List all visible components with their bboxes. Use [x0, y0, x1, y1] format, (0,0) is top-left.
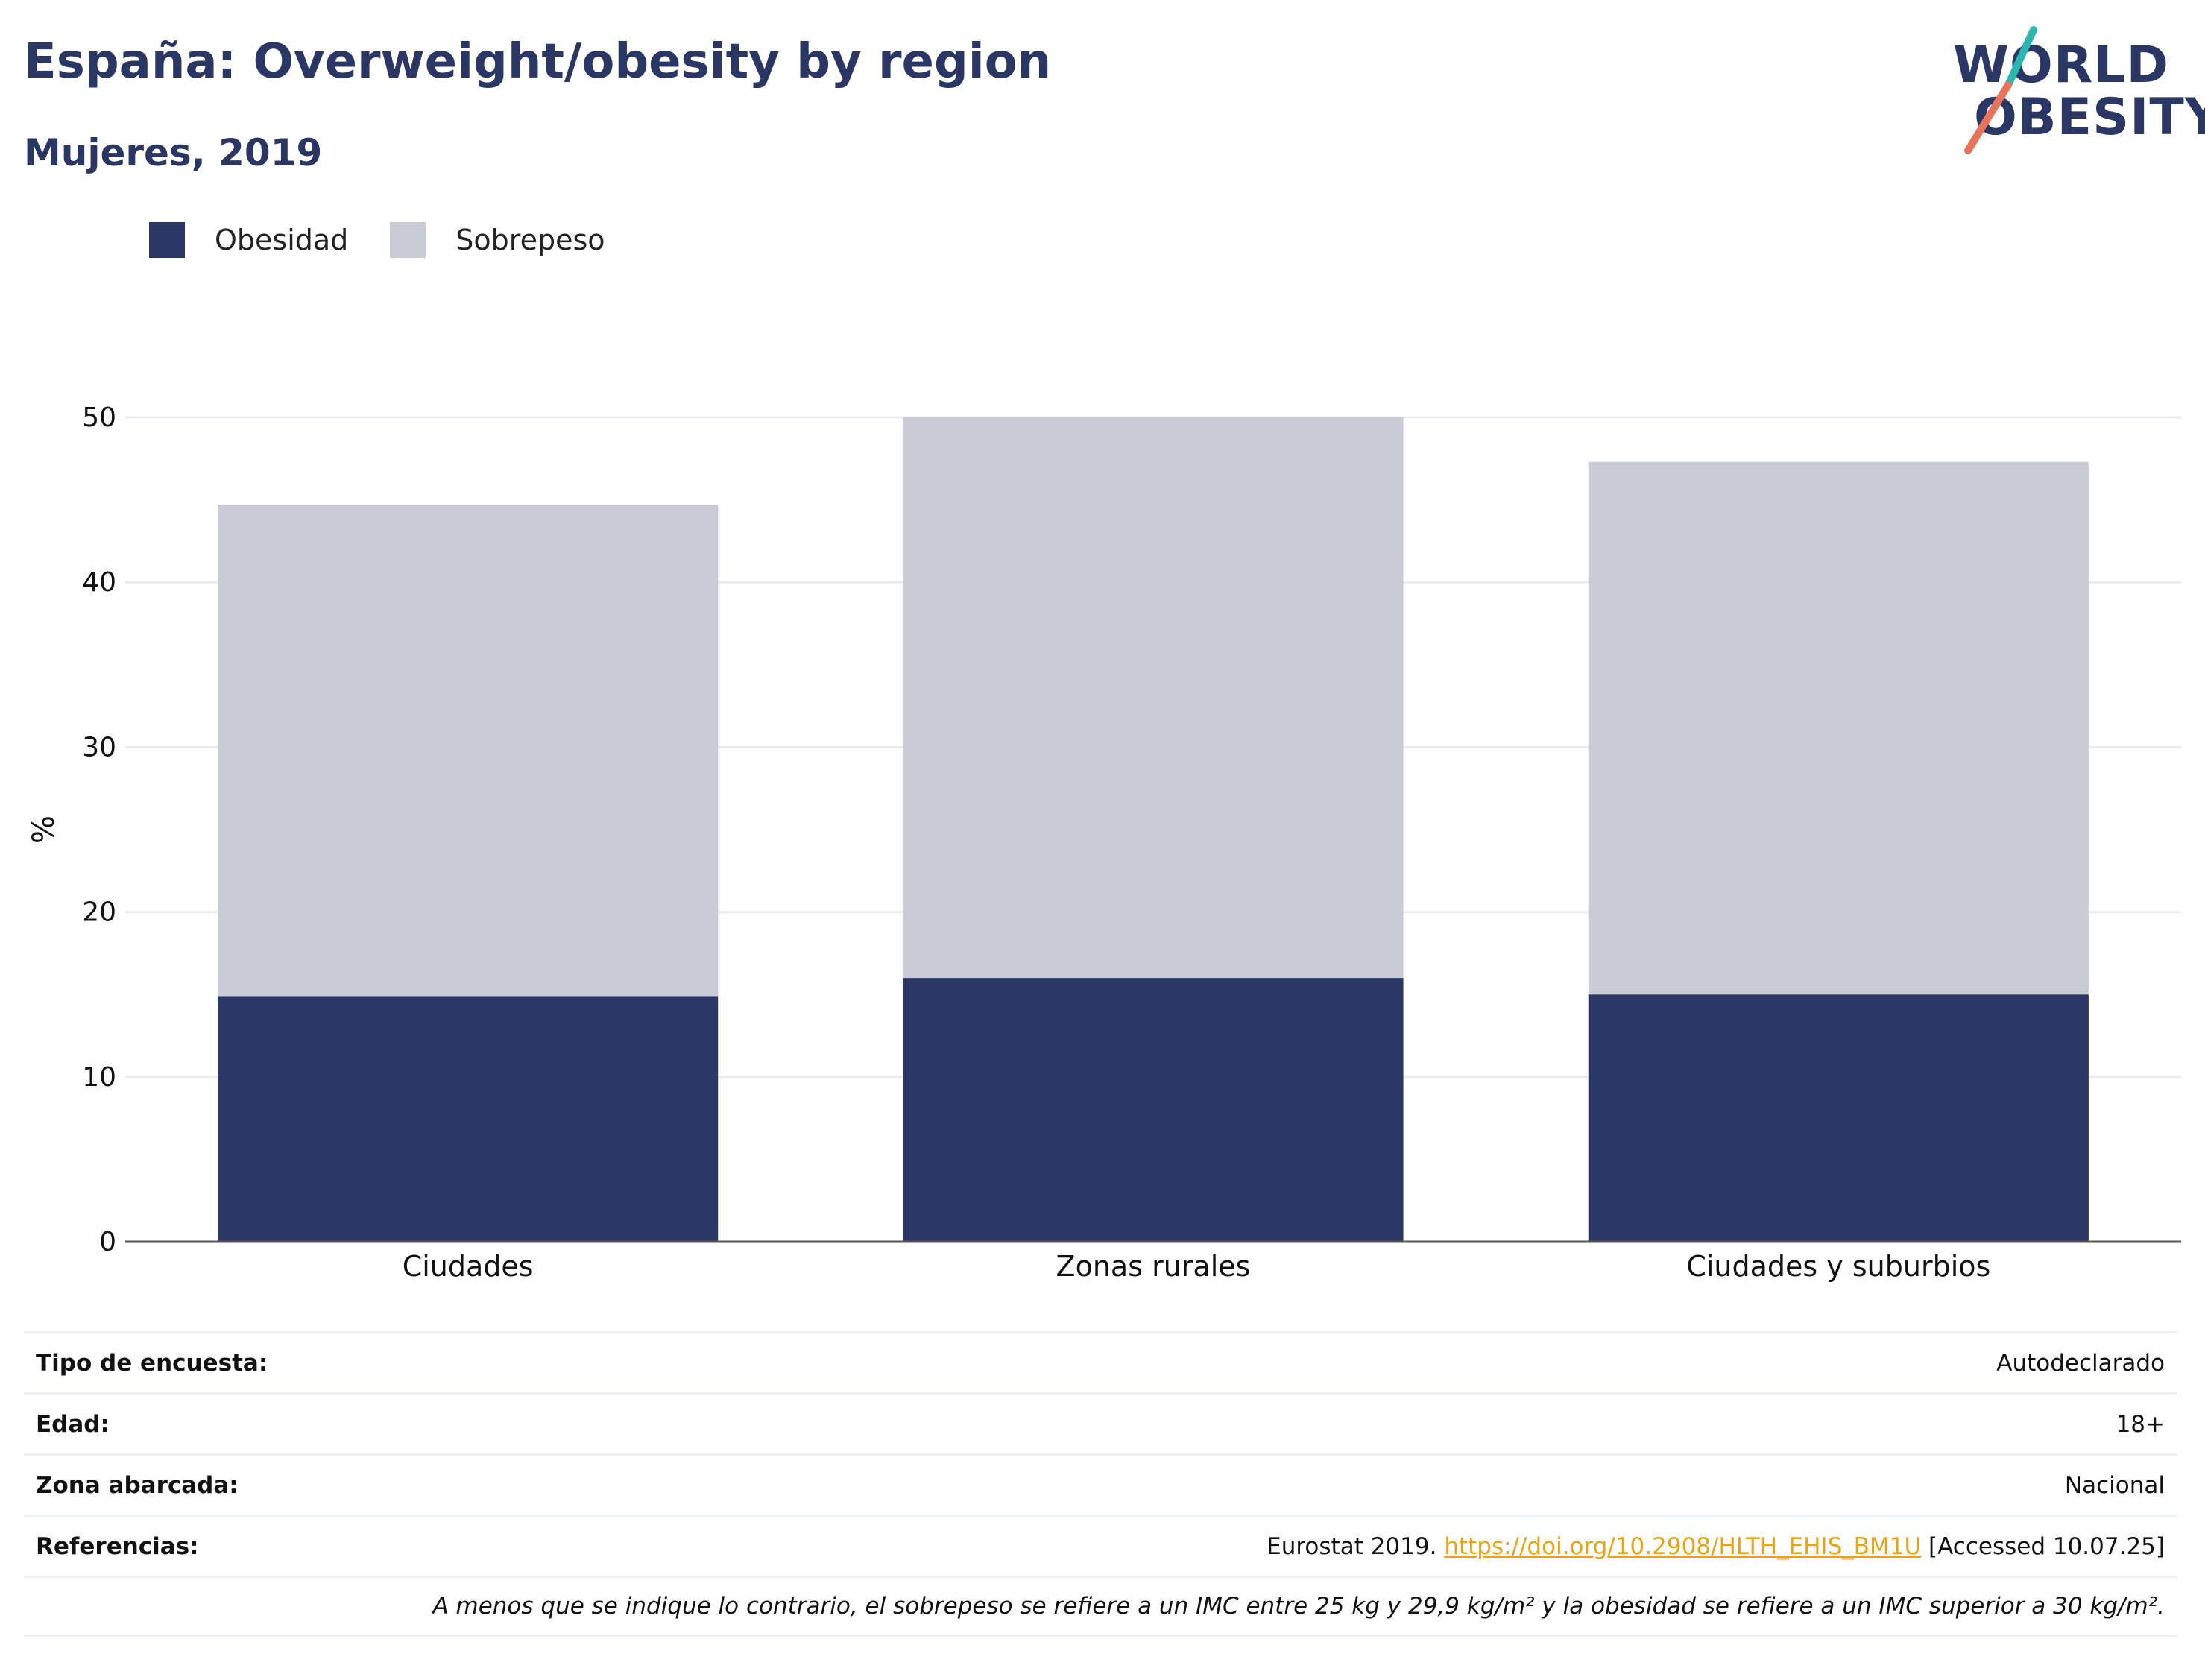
y-tick-label: 50 — [82, 402, 116, 433]
chart-title: España: Overweight/obesity by region — [24, 34, 1052, 89]
legend-label: Sobrepeso — [455, 224, 605, 256]
legend: Obesidad Sobrepeso — [149, 222, 647, 258]
world-obesity-logo: WORLD OBESITY — [1938, 25, 2205, 160]
info-value: 18+ — [2116, 1410, 2165, 1438]
legend-label: Obesidad — [215, 224, 349, 256]
info-value: Autodeclarado — [1996, 1349, 2165, 1377]
legend-item-sobrepeso[interactable]: Sobrepeso — [390, 222, 605, 258]
reference-link[interactable]: https://doi.org/10.2908/HLTH_EHIS_BM1U — [1444, 1532, 1922, 1560]
note-text: A menos que se indique lo contrario, el … — [432, 1593, 2165, 1620]
definition-note: A menos que se indique lo contrario, el … — [24, 1576, 2177, 1637]
bar-sobrepeso-2 — [903, 417, 1404, 979]
info-key: Referencias: — [36, 1532, 199, 1560]
legend-item-obesidad[interactable]: Obesidad — [149, 222, 348, 258]
bar-sobrepeso-1 — [218, 505, 719, 997]
legend-swatch-sobrepeso — [390, 222, 426, 258]
chart-subtitle: Mujeres, 2019 — [24, 131, 323, 174]
bar-obesidad-1 — [218, 996, 719, 1242]
info-row-references: Referencias: Eurostat 2019. https://doi.… — [24, 1515, 2177, 1576]
y-tick-label: 0 — [99, 1227, 116, 1257]
info-value: Nacional — [2064, 1471, 2165, 1499]
y-tick-label: 40 — [82, 567, 116, 598]
y-tick-label: 30 — [82, 732, 116, 762]
references-value: Eurostat 2019. https://doi.org/10.2908/H… — [1266, 1533, 2165, 1560]
x-tick-label: Zonas rurales — [1056, 1250, 1251, 1283]
bar-obesidad-3 — [1588, 994, 2089, 1242]
x-tick-label: Ciudades y suburbios — [1686, 1250, 1990, 1283]
bar-sobrepeso-3 — [1588, 461, 2089, 995]
info-row-age: Edad: 18+ — [24, 1392, 2177, 1453]
legend-swatch-obesidad — [149, 222, 185, 258]
info-row-area: Zona abarcada: Nacional — [24, 1453, 2177, 1515]
y-tick-label: 20 — [82, 897, 116, 928]
info-key: Edad: — [36, 1410, 110, 1438]
info-row-survey: Tipo de encuesta: Autodeclarado — [24, 1331, 2177, 1392]
reference-accessed: [Accessed 10.07.25] — [1928, 1532, 2165, 1560]
logo-slash-icon — [1964, 26, 2037, 154]
logo-line2: OBESITY — [1974, 88, 2205, 147]
x-tick-label: Ciudades — [403, 1250, 534, 1283]
y-tick-label: 10 — [82, 1062, 116, 1093]
y-axis-label: % — [27, 815, 61, 844]
bar-obesidad-2 — [903, 978, 1404, 1242]
info-key: Zona abarcada: — [36, 1471, 239, 1499]
reference-source: Eurostat 2019. — [1266, 1532, 1437, 1560]
logo-line1: WORLD — [1953, 36, 2169, 95]
info-table: Tipo de encuesta: Autodeclarado Edad: 18… — [24, 1331, 2177, 1637]
info-key: Tipo de encuesta: — [36, 1349, 268, 1377]
stacked-bar-chart: 0 10 20 30 40 50% Ciudades Zonas rurales Ciudade… — [27, 402, 2181, 1283]
